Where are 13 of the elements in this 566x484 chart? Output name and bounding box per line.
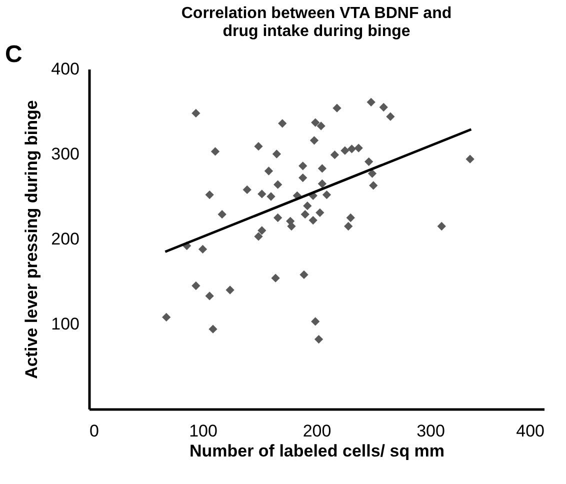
text: C [5,41,22,68]
y-axis-title: Active lever pressing during binge [22,100,42,379]
y-tick-label: 100 [51,314,80,334]
x-axis-title: Number of labeled cells/ sq mm [189,442,445,460]
x-tick-label: 0 [90,422,99,440]
chart-title: Correlation between VTA BDNF and drug intake during binge [181,5,452,40]
x-tick-label: 200 [302,422,332,440]
x-tick-label: 300 [416,422,445,440]
y-tick-label: 400 [51,60,80,78]
y-tick-label: 300 [51,144,80,164]
y-tick-label: 200 [51,230,80,248]
x-tick-label: 100 [189,422,218,440]
x-tick-label: 400 [516,422,544,440]
